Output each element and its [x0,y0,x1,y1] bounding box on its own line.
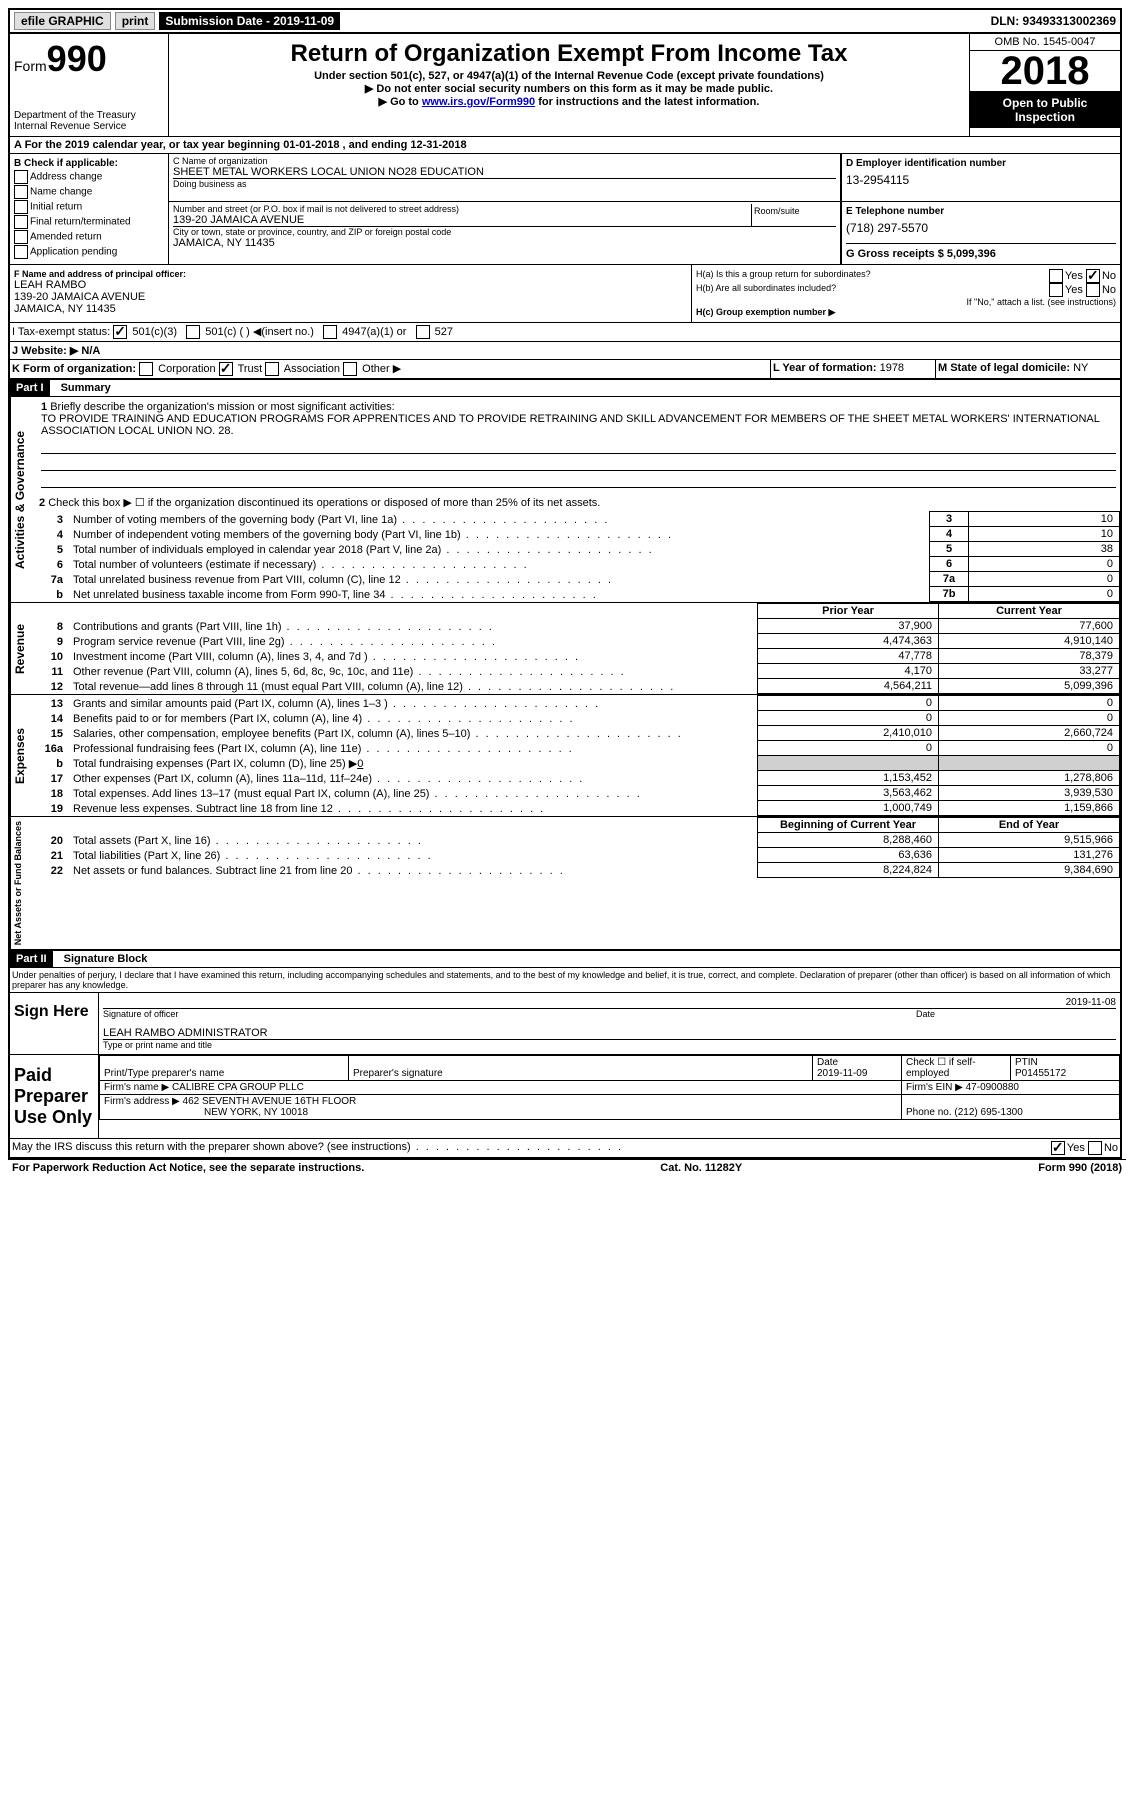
sig-name-label: Type or print name and title [103,1039,1116,1050]
room-label: Room/suite [754,206,834,216]
check-address[interactable]: Address change [14,170,164,184]
sign-here-label: Sign Here [10,993,99,1054]
top-bar: efile GRAPHIC print Submission Date - 20… [10,10,1120,34]
paid-preparer-label: Paid Preparer Use Only [10,1055,99,1138]
form-number: Form990 [14,38,164,80]
check-amended[interactable]: Amended return [14,230,164,244]
footer-right: Form 990 (2018) [1038,1162,1122,1174]
form-title: Return of Organization Exempt From Incom… [173,40,965,68]
vlabel-net-assets: Net Assets or Fund Balances [10,817,37,949]
part-1-header: Part I Summary [10,379,1120,397]
ein-label: D Employer identification number [846,158,1116,169]
vlabel-revenue: Revenue [10,603,37,694]
org-name: SHEET METAL WORKERS LOCAL UNION NO28 EDU… [173,166,836,178]
dba-label: Doing business as [173,178,836,189]
phone-value: (718) 297-5570 [846,221,1116,235]
org-name-label: C Name of organization [173,156,836,166]
addr-label: Number and street (or P.O. box if mail i… [173,204,751,214]
vlabel-governance: Activities & Governance [10,397,37,602]
discuss-question: May the IRS discuss this return with the… [12,1141,1051,1155]
check-pending[interactable]: Application pending [14,245,164,259]
website-row: J Website: ▶ N/A [10,342,1120,360]
gross-receipts: G Gross receipts $ 5,099,396 [846,248,996,260]
phone-label: E Telephone number [846,206,1116,217]
footer-mid: Cat. No. 11282Y [660,1162,742,1174]
footer-left: For Paperwork Reduction Act Notice, see … [12,1162,364,1174]
dln-number: DLN: 93493313002369 [991,14,1116,28]
form-990-container: efile GRAPHIC print Submission Date - 20… [8,8,1122,1159]
sig-officer-label: Signature of officer [103,1009,916,1019]
hc-label: H(c) Group exemption number ▶ [696,307,1116,318]
vlabel-expenses: Expenses [10,695,37,816]
officer-addr2: JAMAICA, NY 11435 [14,303,687,315]
form-footer: For Paperwork Reduction Act Notice, see … [8,1159,1126,1176]
print-button[interactable]: print [115,12,156,30]
form-of-org: K Form of organization: Corporation Trus… [10,360,771,378]
subtitle-1: Under section 501(c), 527, or 4947(a)(1)… [173,70,965,82]
officer-name: LEAH RAMBO [14,279,687,291]
check-applicable: B Check if applicable: Address change Na… [10,154,169,264]
net-assets-table: Beginning of Current Year End of Year 20… [37,817,1120,878]
mission-label: Briefly describe the organization's miss… [50,401,394,413]
officer-addr1: 139-20 JAMAICA AVENUE [14,291,687,303]
subtitle-2: ▶ Do not enter social security numbers o… [173,82,965,95]
governance-table: 3Number of voting members of the governi… [37,511,1120,602]
form-header: Form990 Department of the Treasury Inter… [10,34,1120,137]
check-final[interactable]: Final return/terminated [14,215,164,229]
ein-value: 13-2954115 [846,173,1116,187]
revenue-table: Prior Year Current Year 8Contributions a… [37,603,1120,694]
inspection-label: Open to Public Inspection [970,92,1120,128]
mission-text: TO PROVIDE TRAINING AND EDUCATION PROGRA… [41,413,1116,437]
tax-period: A For the 2019 calendar year, or tax yea… [10,137,1120,154]
city-label: City or town, state or province, country… [173,226,836,237]
part-2-header: Part II Signature Block [10,950,1120,968]
dept-treasury: Department of the Treasury Internal Reve… [14,110,164,132]
officer-signature-name: LEAH RAMBO ADMINISTRATOR [103,1027,1116,1039]
officer-label: F Name and address of principal officer: [14,269,687,279]
hb-note: If "No," attach a list. (see instruction… [696,297,1116,307]
check-name[interactable]: Name change [14,185,164,199]
penalties-text: Under penalties of perjury, I declare th… [10,968,1120,992]
submission-date: Submission Date - 2019-11-09 [159,12,340,30]
sig-date-label: Date [916,1009,1116,1019]
efile-button[interactable]: efile GRAPHIC [14,12,111,30]
subtitle-3: ▶ Go to www.irs.gov/Form990 for instruct… [173,95,965,108]
line-2: Check this box ▶ ☐ if the organization d… [48,497,600,509]
hb-label: H(b) Are all subordinates included? [696,283,1049,297]
irs-link[interactable]: www.irs.gov/Form990 [422,96,535,108]
expenses-table: 13Grants and similar amounts paid (Part … [37,695,1120,816]
tax-year: 2018 [970,51,1120,92]
org-address: 139-20 JAMAICA AVENUE [173,214,751,226]
tax-exempt-status: I Tax-exempt status: 501(c)(3) 501(c) ( … [10,323,1120,342]
state-domicile: M State of legal domicile: NY [936,360,1120,378]
year-formation: L Year of formation: 1978 [771,360,936,378]
ha-label: H(a) Is this a group return for subordin… [696,269,1049,283]
org-city: JAMAICA, NY 11435 [173,237,836,249]
preparer-table: Print/Type preparer's name Preparer's si… [99,1055,1120,1120]
check-initial[interactable]: Initial return [14,200,164,214]
